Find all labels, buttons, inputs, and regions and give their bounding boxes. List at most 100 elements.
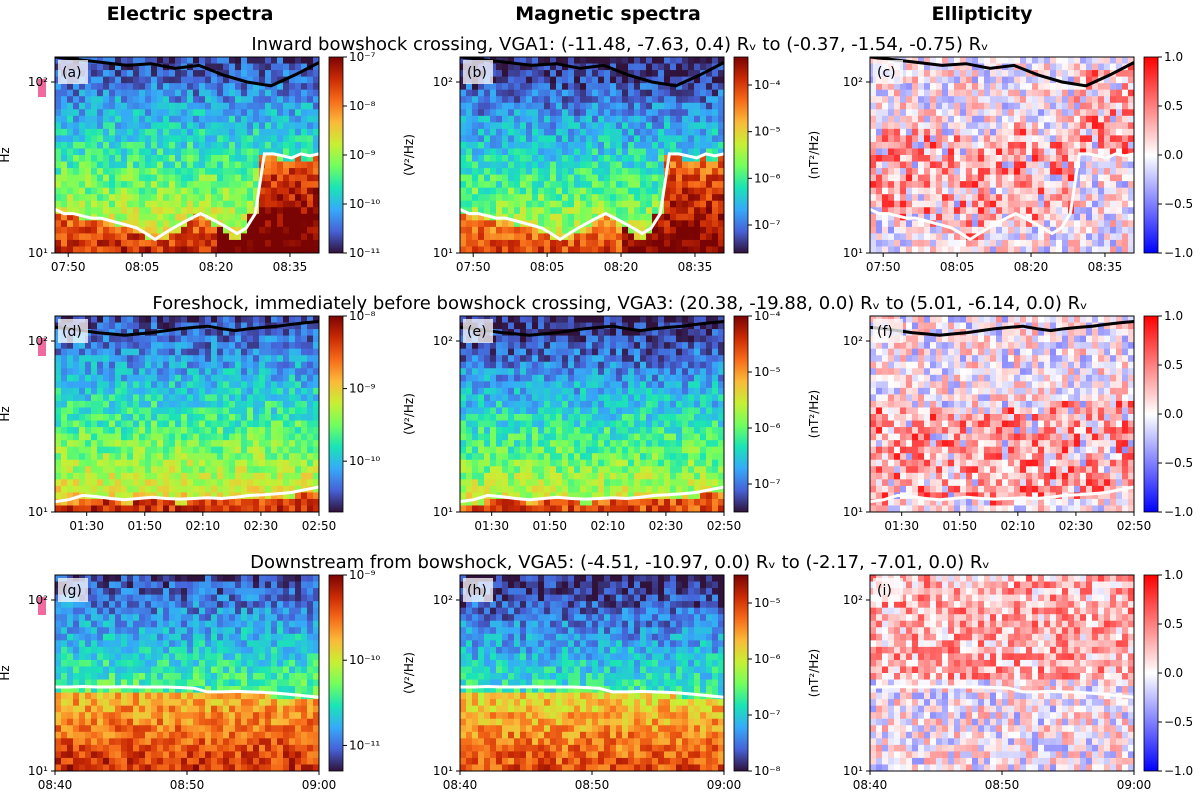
- row-title-downstream: Downstream from bowshock, VGA5: (-4.51, …: [250, 552, 990, 573]
- y-tick-label: 10¹: [843, 246, 863, 260]
- x-tick-label: 09:00: [302, 778, 337, 792]
- colorbar-tick-label: 10⁻¹⁰: [349, 454, 380, 468]
- panel-label: (g): [62, 583, 82, 599]
- colorbar-tick-label: 10⁻⁸: [349, 99, 376, 113]
- panel-label: (b): [467, 65, 487, 81]
- panel-i: (i) 10¹ 10² 08:40 08:50 09:00 1.0 0.5 0.0 −0.5 −1.…: [843, 568, 1193, 792]
- panel-c: (c) 10¹ 10² 07:50 08:05 08:20 08:35 1.0 0.5 0.0 −0…: [843, 50, 1193, 274]
- y-tick-label: 10²: [28, 334, 48, 348]
- colorbar: [1143, 56, 1159, 254]
- colorbar: [328, 574, 344, 772]
- x-tick-label: 02:50: [302, 519, 337, 533]
- x-tick-label: 02:10: [591, 519, 626, 533]
- x-tick-label: 01:50: [532, 519, 567, 533]
- x-tick-label: 02:30: [649, 519, 684, 533]
- panel-e: (e) 10¹ 10² 01:30 01:50 02:10 02:30 02:50 10⁻⁴ 10…: [433, 309, 821, 533]
- pink-marker: [38, 597, 46, 615]
- colorbar-tick-label: 10⁻⁶: [754, 652, 781, 666]
- colorbar-tick-label: 10⁻¹⁰: [349, 197, 380, 211]
- spectrogram-a: [55, 57, 319, 253]
- axes-frame: [459, 315, 725, 513]
- colorbar-label: (V²/Hz): [402, 652, 416, 694]
- spectrogram-g: [55, 575, 319, 771]
- colorbar: [328, 315, 344, 513]
- panel-label: (e): [467, 324, 487, 340]
- panel-label: (d): [62, 324, 82, 340]
- colorbar: [733, 56, 749, 254]
- colorbar-tick-label: 10⁻⁸: [754, 764, 781, 778]
- y-tick-label: 10¹: [843, 505, 863, 519]
- spectrogram-d: [55, 316, 319, 512]
- colorbar-tick-label: 1.0: [1164, 309, 1183, 323]
- x-tick-label: 08:20: [199, 260, 234, 274]
- x-tick-label: 01:30: [474, 519, 509, 533]
- y-axis-label: Hz: [0, 406, 12, 421]
- x-tick-label: 08:05: [530, 260, 565, 274]
- x-tick-label: 07:50: [866, 260, 901, 274]
- colorbar-tick-label: 0.0: [1164, 666, 1183, 680]
- row-title-foreshock: Foreshock, immediately before bowshock c…: [152, 293, 1087, 314]
- colorbar-tick-label: 10⁻¹⁰: [349, 653, 380, 667]
- colorbar-tick-label: 10⁻¹¹: [349, 246, 380, 260]
- colorbar-tick-label: 1.0: [1164, 568, 1183, 582]
- panel-label: (c): [877, 65, 896, 81]
- x-tick-label: 01:30: [884, 519, 919, 533]
- spectrogram-e: [460, 316, 724, 512]
- colorbar-tick-label: 10⁻⁴: [754, 309, 781, 323]
- x-tick-label: 02:50: [1117, 519, 1152, 533]
- white-trace: [870, 152, 1134, 242]
- x-tick-label: 08:05: [940, 260, 975, 274]
- x-tick-label: 08:40: [443, 778, 478, 792]
- colorbar-tick-label: −0.5: [1164, 456, 1193, 470]
- spectrogram-i: [870, 575, 1134, 771]
- y-tick-label: 10²: [843, 334, 863, 348]
- y-tick-label: 10²: [843, 75, 863, 89]
- x-tick-label: 01:30: [69, 519, 104, 533]
- panel-label-box: [58, 319, 88, 343]
- colorbar-tick-label: 10⁻⁵: [754, 596, 781, 610]
- x-tick-label: 09:00: [1117, 778, 1152, 792]
- colorbar-label: (nT²/Hz): [807, 649, 821, 697]
- y-tick-label: 10²: [433, 593, 453, 607]
- x-tick-label: 08:50: [985, 778, 1020, 792]
- x-tick-label: 08:05: [125, 260, 160, 274]
- white-trace: [870, 684, 1134, 699]
- colorbar-tick-label: −1.0: [1164, 505, 1193, 519]
- column-title-electric: Electric spectra: [107, 3, 274, 25]
- x-tick-label: 08:35: [273, 260, 308, 274]
- colorbar: [1143, 315, 1159, 513]
- colorbar-tick-label: 1.0: [1164, 50, 1183, 64]
- y-tick-label: 10¹: [433, 764, 453, 778]
- colorbar-label: (nT²/Hz): [807, 131, 821, 179]
- x-tick-label: 01:50: [127, 519, 162, 533]
- colorbar: [1143, 574, 1159, 772]
- panel-label-box: [463, 60, 493, 84]
- y-tick-label: 10¹: [843, 764, 863, 778]
- pink-marker: [38, 338, 46, 356]
- colorbar-tick-label: 10⁻⁷: [349, 50, 376, 64]
- axes-frame: [869, 315, 1135, 513]
- colorbar-tick-label: 0.5: [1164, 358, 1183, 372]
- colorbar-label: (V²/Hz): [402, 134, 416, 176]
- y-tick-label: 10¹: [433, 246, 453, 260]
- x-tick-label: 02:50: [707, 519, 742, 533]
- colorbar: [733, 574, 749, 772]
- spectrogram-b: [460, 57, 724, 253]
- panel-label: (f): [877, 324, 893, 340]
- axes-frame: [869, 56, 1135, 254]
- colorbar-tick-label: −0.5: [1164, 715, 1193, 729]
- y-tick-label: 10¹: [28, 764, 48, 778]
- y-tick-label: 10²: [28, 75, 48, 89]
- white-trace: [55, 684, 319, 699]
- panel-d: (d) 10¹ 10² Hz 01:30 01:50 02:10 02:30 02:50 10⁻⁸…: [0, 309, 416, 533]
- x-tick-label: 08:20: [1014, 260, 1049, 274]
- panel-f: (f) 10¹ 10² 01:30 01:50 02:10 02:30 02:50 1.0 0.5…: [843, 309, 1193, 533]
- colorbar-tick-label: 10⁻¹¹: [349, 738, 380, 752]
- x-tick-label: 09:00: [707, 778, 742, 792]
- panel-label: (i): [877, 583, 892, 599]
- x-tick-label: 08:35: [678, 260, 713, 274]
- x-tick-label: 08:20: [604, 260, 639, 274]
- x-tick-label: 02:30: [244, 519, 279, 533]
- colorbar-tick-label: 10⁻⁷: [754, 477, 781, 491]
